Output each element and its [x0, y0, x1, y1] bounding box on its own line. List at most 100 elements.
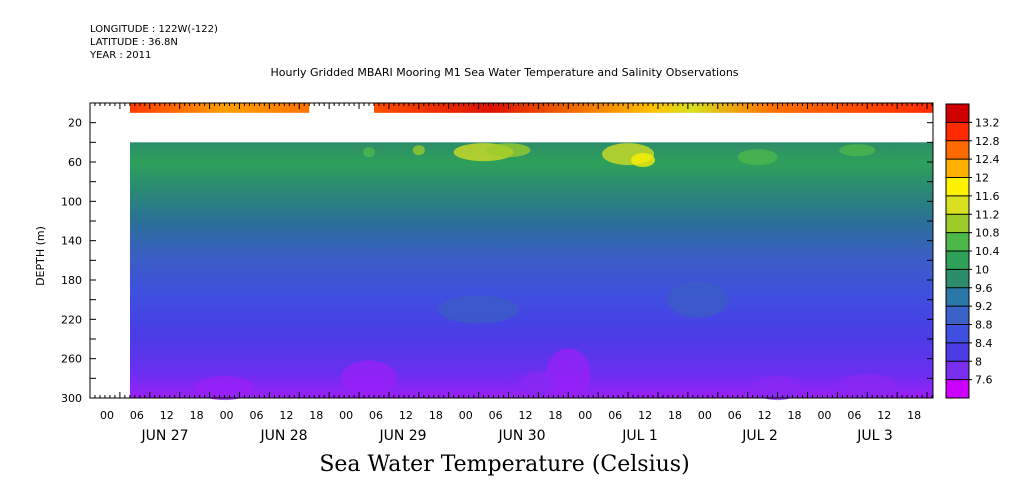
- x-hour-label: 00: [220, 409, 234, 422]
- y-tick-label: 140: [61, 235, 82, 248]
- colorbar-label: 8.8: [975, 319, 993, 332]
- colorbar-swatch: [946, 195, 969, 215]
- x-hour-label: 18: [788, 409, 802, 422]
- x-hour-label: 06: [847, 409, 861, 422]
- heatmap-patch: [631, 153, 656, 168]
- heatmap-patch: [412, 145, 425, 156]
- heatmap-patch: [520, 371, 557, 396]
- colorbar-label: 11.2: [975, 208, 1000, 221]
- x-hour-label: 06: [728, 409, 742, 422]
- colorbar-label: 10.4: [975, 245, 1000, 258]
- x-hour-label: 00: [698, 409, 712, 422]
- x-hour-label: 00: [339, 409, 353, 422]
- y-tick-label: 180: [61, 274, 82, 287]
- x-hour-label: 12: [638, 409, 652, 422]
- heatmap-patch: [486, 143, 531, 158]
- colorbar-label: 12.4: [975, 153, 1000, 166]
- x-hour-label: 00: [100, 409, 114, 422]
- colorbar-label: 10.8: [975, 227, 1000, 240]
- y-tick-label: 100: [61, 195, 82, 208]
- y-tick-label: 20: [68, 117, 82, 130]
- colorbar-label: 9.2: [975, 300, 993, 313]
- x-hour-label: 00: [817, 409, 831, 422]
- colorbar-swatch: [946, 214, 969, 234]
- x-day-label: JUL 2: [741, 428, 778, 444]
- x-hour-label: 12: [279, 409, 293, 422]
- x-hour-label: 12: [758, 409, 772, 422]
- x-day-label: JUL 3: [856, 428, 893, 444]
- x-axis-label: Sea Water Temperature (Celsius): [319, 452, 690, 477]
- y-tick-label: 300: [61, 392, 82, 405]
- heatmap-patch: [839, 144, 876, 157]
- colorbar-swatch: [946, 306, 969, 325]
- x-hour-label: 12: [519, 409, 533, 422]
- y-tick-label: 260: [61, 353, 82, 366]
- colorbar-swatch: [946, 140, 969, 160]
- x-hour-label: 00: [578, 409, 592, 422]
- axes: 20 60 100 140 180 220 260 300 00 06 12 18 00 06 12 18 00…: [61, 102, 934, 444]
- colorbar-swatch: [946, 159, 969, 178]
- x-hour-label: 18: [907, 409, 921, 422]
- colorbar-swatch: [946, 361, 969, 381]
- heatmap-patch: [438, 295, 519, 324]
- x-day-label: JUN 27: [140, 428, 188, 444]
- plot-frame: [89, 102, 934, 399]
- x-hour-label: 18: [190, 409, 204, 422]
- y-tick-label: 220: [61, 313, 82, 326]
- colorbar-swatch: [946, 177, 969, 197]
- x-day-label: JUL 1: [621, 428, 658, 444]
- y-tick-label: 60: [68, 156, 82, 169]
- colorbar-label: 12: [975, 172, 989, 185]
- colorbar-label: 8.4: [975, 337, 993, 350]
- colorbar: 7.6 8 8.4 8.8 9.2 9.6 10 10.4 10.8 11.2 11.6 12 12.4…: [945, 103, 1000, 399]
- x-hour-label: 06: [130, 409, 144, 422]
- x-hour-label: 18: [309, 409, 323, 422]
- colorbar-label: 10: [975, 263, 989, 276]
- x-hour-label: 12: [160, 409, 174, 422]
- plot-area: [90, 103, 933, 401]
- colorbar-swatch: [946, 287, 969, 307]
- longitude-label: LONGITUDE : 122W(-122): [90, 24, 218, 35]
- colorbar-swatch: [946, 324, 969, 344]
- colorbar-label: 12.8: [975, 135, 1000, 148]
- chart-title: Hourly Gridded MBARI Mooring M1 Sea Wate…: [270, 66, 739, 79]
- x-hour-label: 18: [668, 409, 682, 422]
- colorbar-swatch: [946, 269, 969, 289]
- x-hour-label: 12: [877, 409, 891, 422]
- colorbar-swatch: [946, 232, 969, 252]
- x-hour-label: 06: [489, 409, 503, 422]
- x-hour-label: 12: [399, 409, 413, 422]
- heatmap-patch: [341, 360, 398, 397]
- colorbar-label: 11.6: [975, 190, 1000, 203]
- year-label: YEAR : 2011: [90, 50, 152, 61]
- heatmap-patch: [667, 281, 728, 318]
- colorbar-swatch: [946, 342, 969, 362]
- x-day-label: JUN 28: [259, 428, 307, 444]
- x-hour-label: 00: [459, 409, 473, 422]
- x-hour-label: 18: [548, 409, 562, 422]
- heatmap-patch: [752, 376, 803, 401]
- surface-gap: [309, 103, 374, 114]
- x-day-label: JUN 30: [497, 428, 545, 444]
- colorbar-swatch: [946, 251, 969, 270]
- y-axis-label: DEPTH (m): [34, 226, 47, 286]
- heatmap-deep-layer: [130, 142, 933, 398]
- x-hour-label: 06: [369, 409, 383, 422]
- colorbar-label: 13.2: [975, 116, 1000, 129]
- colorbar-swatch: [946, 379, 969, 399]
- colorbar-label: 8: [975, 355, 982, 368]
- heatmap-patch: [737, 149, 778, 166]
- heatmap-patch: [363, 147, 376, 158]
- x-day-label: JUN 29: [378, 428, 426, 444]
- colorbar-swatch: [946, 122, 969, 142]
- heatmap-patch: [837, 374, 898, 399]
- x-hour-label: 06: [249, 409, 263, 422]
- heatmap-surface-layer: [130, 103, 933, 113]
- x-hour-label: 18: [429, 409, 443, 422]
- latitude-label: LATITUDE : 36.8N: [90, 37, 178, 48]
- x-hour-label: 06: [608, 409, 622, 422]
- colorbar-label: 7.6: [975, 374, 993, 387]
- colorbar-label: 9.6: [975, 282, 993, 295]
- heatmap-patch: [546, 348, 591, 399]
